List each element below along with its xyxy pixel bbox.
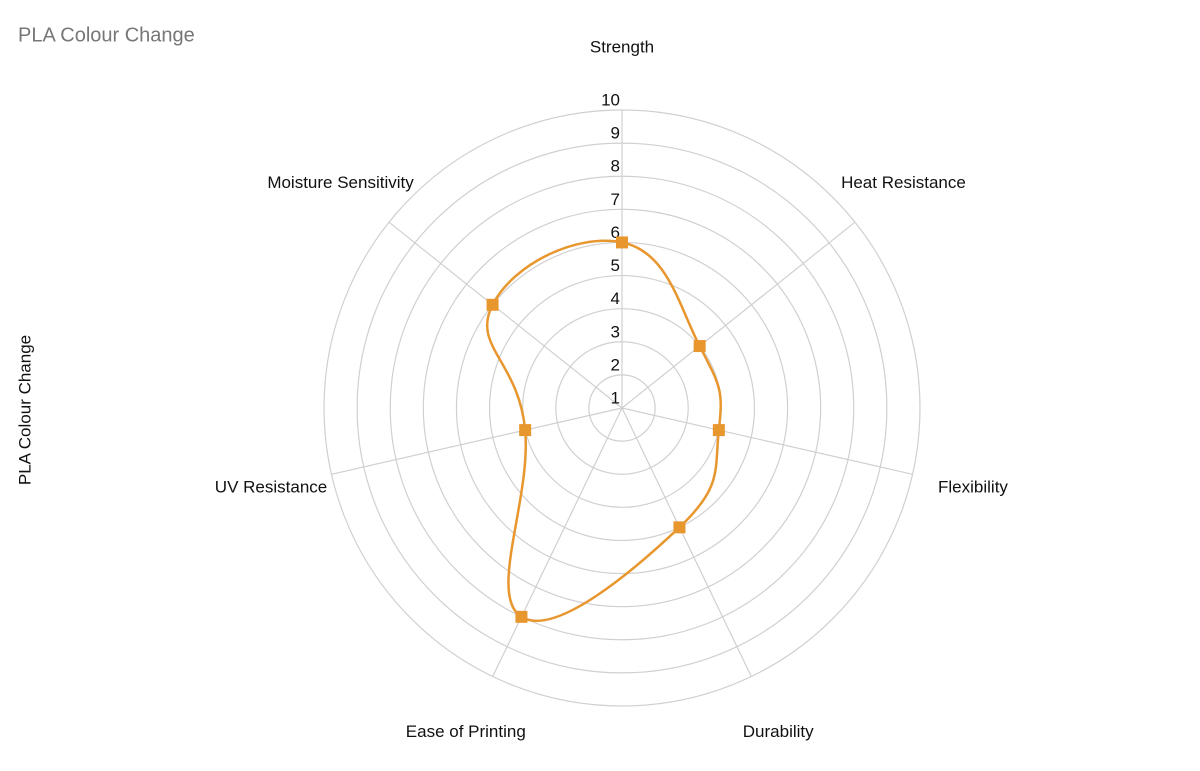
r-tick-label: 3 <box>611 322 620 341</box>
y-axis-label: PLA Colour Change <box>15 335 34 485</box>
point <box>486 298 499 311</box>
point <box>673 521 686 534</box>
r-tick-label: 9 <box>611 124 620 143</box>
point <box>693 340 706 353</box>
chart-title: PLA Colour Change <box>18 24 195 46</box>
category-label: Strength <box>590 37 654 56</box>
category-label: Ease of Printing <box>406 722 526 741</box>
category-label: UV Resistance <box>215 478 327 497</box>
spoke <box>621 407 752 677</box>
category-label: Heat Resistance <box>841 173 966 192</box>
r-tick-label: 8 <box>611 157 620 176</box>
r-tick-label: 1 <box>611 388 620 407</box>
spoke <box>621 407 913 475</box>
point <box>515 610 528 623</box>
spoke <box>331 407 623 475</box>
point <box>519 424 532 437</box>
r-tick-label: 5 <box>611 256 620 275</box>
r-tick-label: 2 <box>611 355 620 374</box>
series-line <box>485 239 722 623</box>
r-tick-label: 7 <box>611 190 620 209</box>
r-tick-label: 10 <box>601 90 620 109</box>
point <box>616 236 628 249</box>
spoke <box>621 221 856 409</box>
category-label: Durability <box>743 722 814 741</box>
category-label: Flexibility <box>938 478 1008 497</box>
spoke <box>388 221 623 409</box>
spoke <box>492 407 623 677</box>
point <box>712 424 725 437</box>
r-tick-label: 6 <box>611 223 620 242</box>
r-tick-label: 4 <box>611 289 620 308</box>
category-label: Moisture Sensitivity <box>267 173 414 192</box>
